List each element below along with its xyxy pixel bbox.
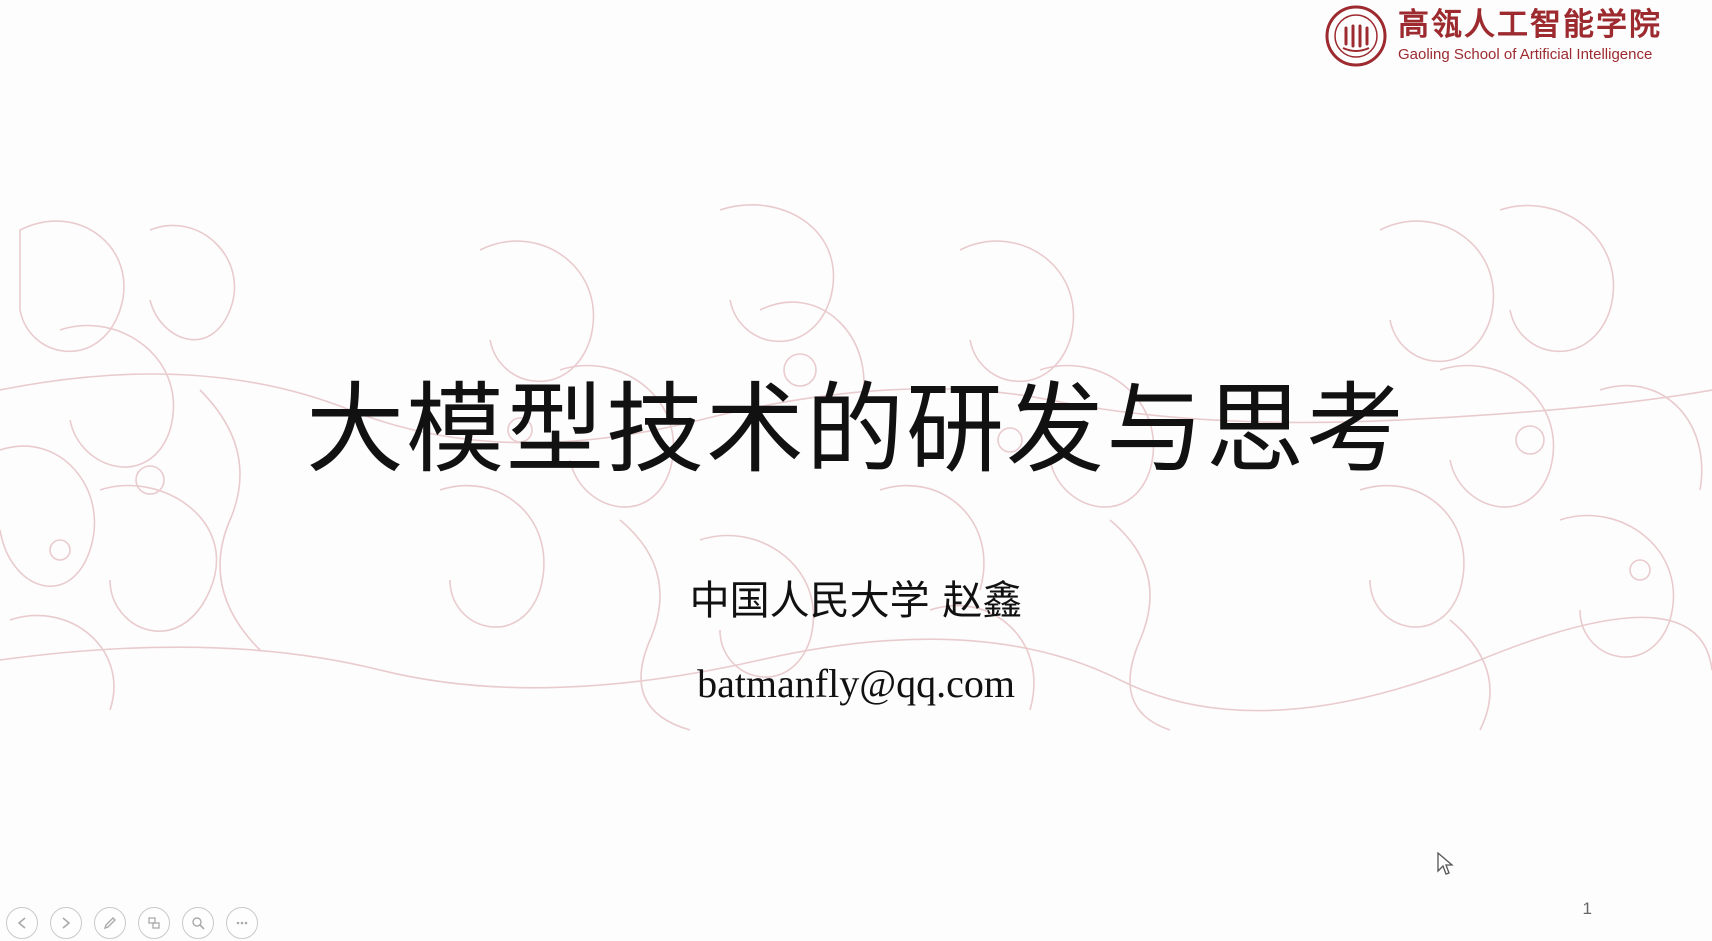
zoom-icon <box>192 917 205 930</box>
more-icon <box>236 921 248 925</box>
pen-icon <box>103 917 116 930</box>
school-logo: 高瓴人工智能学院 Gaoling School of Artificial In… <box>1324 4 1662 68</box>
slide-author: 中国人民大学 赵鑫 <box>689 578 1023 624</box>
slides-icon <box>148 917 160 929</box>
presentation-controls <box>6 907 258 939</box>
seal-icon <box>1325 5 1387 67</box>
next-slide-button[interactable] <box>50 907 82 939</box>
page-number: 1 <box>1582 899 1592 918</box>
pen-tool-button[interactable] <box>94 907 126 939</box>
floral-background <box>0 204 1712 731</box>
see-all-slides-button[interactable] <box>138 907 170 939</box>
logo-name-en: Gaoling School of Artificial Intelligenc… <box>1398 46 1653 63</box>
previous-icon <box>17 917 26 929</box>
slide-email: batmanfly@qq.com <box>697 661 1015 706</box>
slide-title: 大模型技术的研发与思考 <box>305 373 1406 487</box>
more-options-button[interactable] <box>226 907 258 939</box>
zoom-button[interactable] <box>182 907 214 939</box>
logo-name-cn: 高瓴人工智能学院 <box>1398 7 1662 43</box>
previous-slide-button[interactable] <box>6 907 38 939</box>
mouse-cursor-icon <box>1437 851 1454 875</box>
next-icon <box>62 917 71 929</box>
